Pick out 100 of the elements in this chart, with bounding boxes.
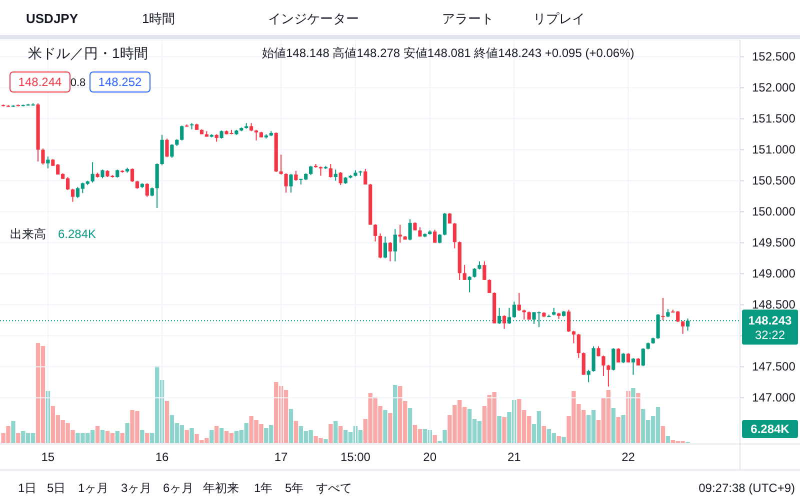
bar — [502, 417, 506, 443]
candlestick — [641, 348, 645, 367]
bar — [164, 401, 170, 443]
bar — [636, 393, 640, 443]
chart-title: 出来高 — [10, 227, 46, 241]
bar — [125, 423, 130, 443]
candlestick — [90, 162, 94, 184]
bar — [556, 436, 561, 443]
text: インジケーター — [268, 11, 359, 26]
x-tick-label: 22 — [622, 450, 636, 464]
bar — [383, 410, 388, 443]
candlestick — [374, 224, 378, 242]
candlestick — [289, 173, 293, 194]
bar — [621, 415, 626, 443]
bar — [140, 430, 144, 443]
bar — [294, 421, 298, 443]
candlestick — [284, 172, 288, 194]
candlestick — [70, 188, 75, 202]
text: 年初来 — [203, 481, 239, 495]
candlestick — [46, 156, 50, 169]
bar — [611, 408, 616, 443]
candlestick — [472, 268, 476, 278]
annotation: 0.8 — [70, 77, 86, 89]
text: 6.284K — [750, 422, 790, 436]
bar — [388, 413, 392, 443]
text: USDJPY — [26, 11, 78, 26]
bar — [100, 430, 105, 443]
text: 1時間 — [142, 11, 176, 26]
text: 1ヶ月 — [78, 481, 109, 495]
bar — [190, 428, 194, 443]
candlestick — [626, 352, 630, 363]
candlestick — [165, 138, 169, 158]
candlestick — [408, 218, 412, 241]
candlestick — [586, 369, 590, 383]
candlestick — [566, 309, 571, 333]
candlestick — [462, 264, 466, 280]
annotation: 6.284K — [58, 227, 96, 241]
candlestick — [482, 260, 486, 280]
candlestick — [41, 148, 45, 166]
candlestick — [616, 348, 620, 363]
candlestick — [502, 314, 506, 330]
bar — [393, 385, 398, 443]
candlestick — [334, 169, 338, 182]
candlestick — [388, 242, 392, 262]
candlestick — [170, 144, 174, 158]
bar — [16, 433, 20, 443]
bar — [334, 421, 338, 443]
y-tick-label: 150.000 — [752, 204, 796, 219]
candlestick — [433, 229, 437, 244]
candlestick — [488, 278, 492, 294]
bar — [616, 417, 620, 443]
candlestick — [145, 182, 149, 198]
text: リプレイ — [533, 11, 585, 26]
text: アラート — [442, 11, 494, 26]
y-tick-label: 149.500 — [752, 236, 796, 250]
annotation: 148.252 — [98, 75, 142, 89]
candlestick — [452, 222, 456, 249]
bar — [115, 431, 120, 443]
bar — [666, 436, 670, 443]
bar — [11, 421, 16, 443]
x-tick-label: 21 — [508, 450, 522, 464]
candlestick — [442, 212, 447, 236]
y-tick-label: 147.000 — [752, 390, 796, 405]
candlestick — [576, 333, 580, 359]
bar — [338, 426, 343, 443]
text: 5日 — [47, 481, 66, 495]
bar — [120, 433, 124, 443]
text: 32:22 — [754, 328, 786, 342]
candlestick — [180, 125, 184, 141]
candlestick — [378, 232, 382, 259]
bar — [214, 426, 219, 443]
candlestick — [512, 301, 516, 318]
bar — [562, 437, 566, 443]
y-tick-label: 148.500 — [752, 298, 796, 312]
candlestick — [364, 168, 368, 185]
x-tick-label: 20 — [423, 450, 437, 464]
candlestick — [328, 164, 332, 178]
candlestick — [622, 352, 626, 364]
candlestick — [309, 165, 313, 176]
candlestick — [338, 172, 342, 186]
ref-line-label: 148.243 — [748, 314, 792, 328]
y-tick-label: 151.500 — [752, 112, 796, 126]
text: 5年 — [285, 481, 304, 495]
bar — [210, 430, 214, 443]
candlestick — [318, 166, 323, 176]
bar — [432, 435, 437, 443]
candlestick — [468, 276, 472, 293]
candlestick — [592, 346, 596, 372]
text: 6ヶ月 — [163, 481, 194, 495]
bar — [288, 409, 294, 443]
bar — [542, 426, 546, 443]
bar — [497, 416, 502, 443]
bar — [145, 433, 150, 443]
candlestick — [294, 170, 298, 182]
text: 1日 — [18, 481, 37, 495]
x-tick-label: 15:00 — [340, 450, 371, 464]
bar — [660, 426, 666, 443]
candlestick — [517, 292, 521, 312]
text: 3ヶ月 — [121, 481, 152, 495]
y-tick-label: 151.000 — [752, 142, 796, 157]
